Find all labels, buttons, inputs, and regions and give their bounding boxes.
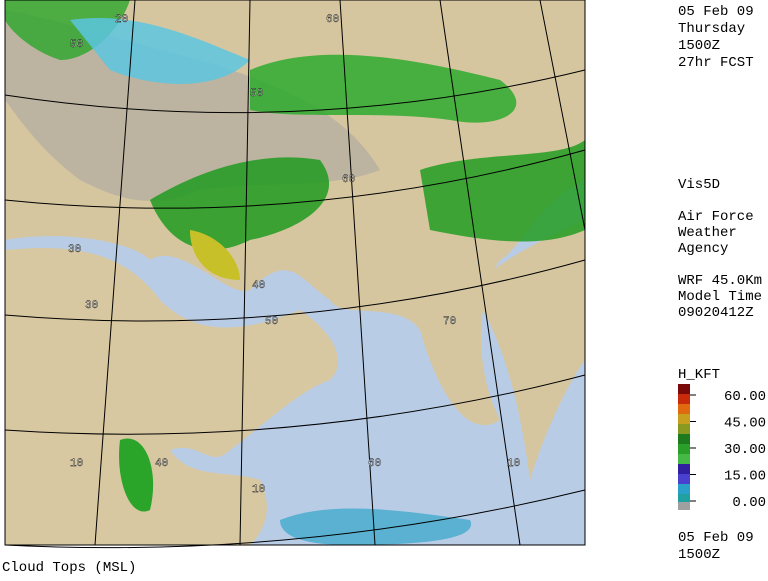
grid-label: 10 (507, 458, 520, 470)
land-africa-arabia (5, 247, 339, 545)
model: WRF 45.0Km (678, 273, 762, 289)
legend-label: 45.00 (724, 416, 766, 432)
grid-label: 50 (265, 316, 278, 328)
graticule (4, 0, 586, 549)
grid-label: 30 (68, 244, 81, 256)
grid-label: 60 (342, 174, 355, 186)
day: Thursday (678, 21, 745, 37)
model: Model Time (678, 289, 762, 305)
cloud-cyan (70, 18, 250, 84)
agency: Weather (678, 225, 737, 241)
grid-label: 10 (70, 458, 83, 470)
map-frame (4, 0, 586, 546)
legend-labels: 60.00 45.00 30.00 15.00 0.00 (690, 389, 766, 511)
grid-label: 40 (252, 280, 265, 292)
product: Vis5D (678, 177, 720, 193)
footer-time: 1500Z (678, 547, 720, 563)
grid-label: 60 (326, 14, 339, 26)
grid-label: 20 (115, 14, 128, 26)
time: 1500Z (678, 38, 720, 54)
grid-label: 40 (155, 458, 168, 470)
footer-date: 05 Feb 09 (678, 530, 754, 546)
colorbar (678, 384, 690, 510)
cloud-green (420, 140, 585, 242)
model: 09020412Z (678, 305, 754, 321)
forecast: 27hr FCST (678, 55, 754, 71)
grid-label: 30 (85, 300, 98, 312)
legend-label: 0.00 (732, 495, 766, 511)
grid-label: 70 (443, 316, 456, 328)
legend-label: 60.00 (724, 389, 766, 405)
grid-label: 60 (368, 458, 381, 470)
cloud-green (150, 157, 330, 250)
cloud-green (119, 438, 154, 512)
legend-label: 30.00 (724, 442, 766, 458)
agency: Agency (678, 241, 728, 257)
terrain-shade (5, 10, 380, 201)
map-labels: 20 50 60 50 60 30 30 40 50 70 10 40 10 60 10 (68, 14, 521, 496)
cloud-yellow (190, 230, 240, 280)
date: 05 Feb 09 (678, 4, 754, 20)
land-india (470, 220, 585, 480)
legend-title: H_KFT (678, 367, 720, 383)
cloud-green (5, 0, 130, 60)
cloud-green (250, 54, 517, 123)
grid-label: 10 (252, 484, 265, 496)
grid-label: 50 (70, 39, 83, 51)
agency: Air Force (678, 209, 754, 225)
legend-label: 15.00 (724, 469, 766, 485)
grid-label: 50 (250, 88, 263, 100)
map (4, 0, 586, 549)
caption: Cloud Tops (MSL) (2, 560, 136, 576)
